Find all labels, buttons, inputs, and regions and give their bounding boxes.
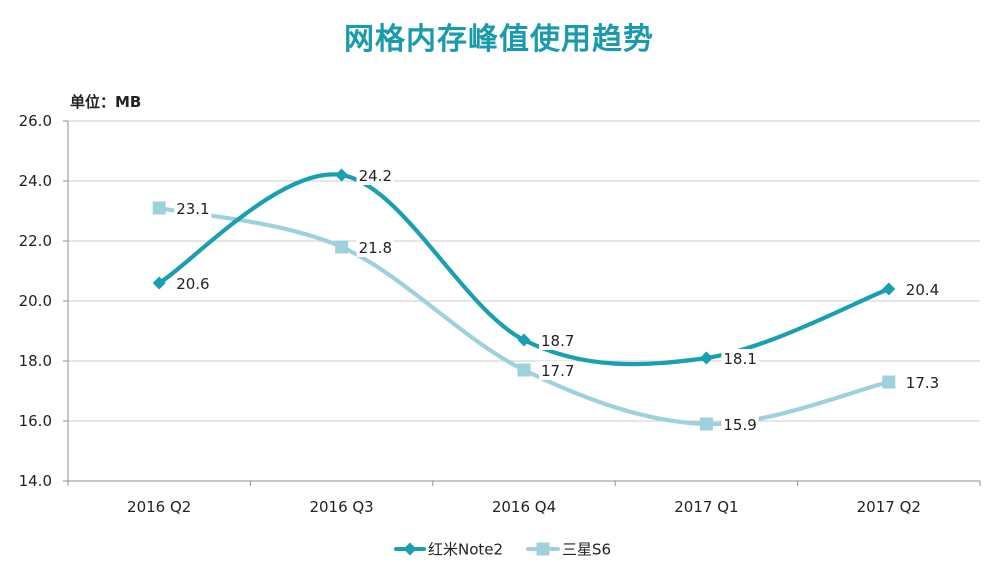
data-point-marker-series-1 (699, 417, 713, 431)
data-point-marker-series-1 (152, 201, 166, 215)
data-label-series-1: 21.8 (359, 239, 392, 257)
legend-label: 三星S6 (562, 541, 611, 559)
data-label-series-0: 24.2 (359, 167, 392, 185)
data-label-background (174, 199, 212, 218)
gridlines (68, 120, 980, 422)
data-label-series-0: 20.6 (176, 275, 209, 293)
x-tick-label: 2017 Q1 (674, 498, 738, 516)
x-axis-tick-labels: 2016 Q2 2016 Q3 2016 Q4 2017 Q1 2017 Q2 (127, 498, 921, 516)
data-point-marker-series-1 (882, 375, 896, 389)
data-point-marker-series-1 (517, 363, 531, 377)
data-label-background (539, 331, 577, 350)
data-point-marker-series-1 (335, 240, 349, 254)
series-lines (157, 172, 891, 427)
legend-item-series-0: 红米Note2 (394, 541, 503, 559)
series-line-1 (157, 205, 891, 427)
data-point-marker-series-0 (699, 351, 713, 365)
y-axis-tick-labels: 14.0 16.0 18.0 20.0 22.0 24.0 26.0 (19, 112, 52, 490)
data-label-series-0: 20.4 (906, 281, 939, 299)
legend: 红米Note2 三星S6 (394, 541, 611, 559)
unit-label: 单位：MB (70, 93, 142, 111)
data-point-marker-series-0 (335, 168, 349, 182)
x-tick-label: 2017 Q2 (857, 498, 921, 516)
data-label-background (356, 166, 394, 185)
y-tick-label: 26.0 (19, 112, 52, 130)
series-markers (152, 168, 896, 431)
y-tick-label: 14.0 (19, 472, 52, 490)
data-label-background (903, 373, 941, 392)
data-labels: 20.6 24.2 18.7 18.1 20.4 23.1 21.8 17.7 15.9 17.3 (174, 166, 941, 434)
legend-label: 红米Note2 (428, 541, 503, 559)
x-tick-label: 2016 Q4 (492, 498, 556, 516)
data-point-marker-series-0 (517, 333, 531, 347)
data-label-background (721, 415, 759, 434)
legend-square-marker (536, 542, 550, 556)
y-tick-label: 16.0 (19, 412, 52, 430)
y-tick-label: 24.0 (19, 172, 52, 190)
data-label-series-0: 18.7 (541, 332, 574, 350)
y-tick-label: 22.0 (19, 232, 52, 250)
data-label-background (721, 349, 759, 368)
legend-diamond-marker (403, 542, 417, 556)
legend-item-series-1: 三星S6 (526, 541, 611, 559)
data-label-background (539, 361, 577, 380)
data-point-marker-series-0 (882, 282, 896, 296)
data-point-marker-series-0 (152, 276, 166, 290)
x-tick-label: 2016 Q3 (309, 498, 373, 516)
axes (63, 120, 981, 486)
data-label-background (356, 238, 394, 257)
data-label-background (174, 274, 212, 293)
y-tick-label: 18.0 (19, 352, 52, 370)
data-label-series-1: 17.7 (541, 362, 574, 380)
y-tick-label: 20.0 (19, 292, 52, 310)
data-label-background (903, 280, 941, 299)
series-line-0 (157, 172, 891, 367)
data-label-series-1: 15.9 (723, 416, 756, 434)
data-label-series-0: 18.1 (723, 350, 756, 368)
x-tick-label: 2016 Q2 (127, 498, 191, 516)
chart-title: 网格内存峰值使用趋势 (344, 22, 654, 57)
data-label-series-1: 17.3 (906, 374, 939, 392)
data-label-series-1: 23.1 (176, 200, 209, 218)
